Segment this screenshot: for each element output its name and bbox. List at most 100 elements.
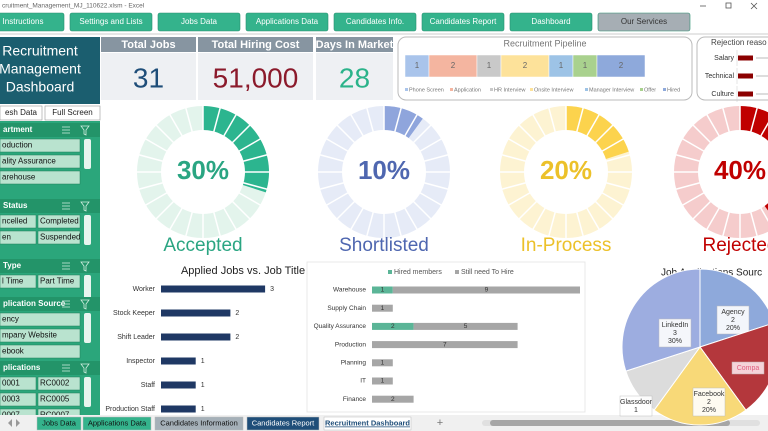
nav-button[interactable] bbox=[333, 12, 417, 32]
slicer-item[interactable] bbox=[0, 376, 37, 391]
slicer-item[interactable] bbox=[0, 214, 37, 229]
slicer-icons[interactable] bbox=[62, 299, 90, 310]
slicer-item-label: oduction bbox=[2, 141, 32, 150]
sheet-tab[interactable] bbox=[36, 416, 82, 431]
donut-fill bbox=[384, 106, 423, 139]
donut-separator bbox=[393, 211, 403, 237]
sidebar-button[interactable] bbox=[44, 105, 101, 121]
close-icon[interactable] bbox=[750, 2, 758, 10]
slicer-header bbox=[0, 123, 100, 137]
donut-separator bbox=[692, 124, 712, 144]
nav-button-label: Candidates Info. bbox=[346, 17, 404, 26]
sheet-tab[interactable] bbox=[154, 416, 244, 431]
slicer-item[interactable] bbox=[37, 214, 81, 229]
restore-icon[interactable] bbox=[725, 2, 732, 9]
donut-separator bbox=[507, 137, 531, 153]
slicer-item[interactable] bbox=[0, 170, 81, 185]
nav-button[interactable] bbox=[157, 12, 241, 32]
slicer-icons[interactable] bbox=[62, 125, 90, 136]
donut-separator bbox=[319, 181, 345, 191]
slicer-item[interactable] bbox=[0, 274, 37, 289]
stacked-bar bbox=[372, 359, 393, 367]
slicer-item-label: en bbox=[2, 233, 11, 242]
slicer-scrollbar[interactable] bbox=[84, 215, 91, 245]
stacked-bar bbox=[372, 377, 393, 385]
slicer-icons[interactable] bbox=[62, 201, 90, 212]
category-label: Worker bbox=[133, 286, 156, 293]
kpi-header bbox=[101, 37, 196, 52]
slicer-scrollbar[interactable] bbox=[84, 377, 91, 407]
slicer-item[interactable] bbox=[0, 328, 81, 343]
nav-button[interactable] bbox=[597, 12, 691, 32]
legend-label: Hired bbox=[667, 87, 680, 93]
donut-separator bbox=[594, 200, 614, 220]
bar-value: 2 bbox=[235, 334, 239, 341]
slicer-item[interactable] bbox=[0, 230, 37, 245]
slicer-item-label: mpany Website bbox=[2, 331, 58, 340]
donut-separator bbox=[336, 124, 356, 144]
pie-label: 20% bbox=[702, 407, 716, 414]
slicer-scrollbar[interactable] bbox=[84, 139, 91, 169]
pipeline-value: 2 bbox=[451, 61, 456, 70]
add-sheet[interactable]: + bbox=[437, 417, 443, 429]
dashboard-title: Recruitment bbox=[2, 43, 78, 59]
sheet-tab[interactable] bbox=[246, 416, 320, 431]
bar-value: 1 bbox=[201, 358, 205, 365]
slicer-item[interactable] bbox=[0, 138, 81, 153]
donut-percent: 30% bbox=[177, 155, 229, 185]
slicer-item[interactable] bbox=[0, 154, 81, 169]
rejection-label: Salary bbox=[714, 55, 734, 62]
slicer-item-label: RC0002 bbox=[40, 379, 70, 388]
nav-button[interactable] bbox=[69, 12, 153, 32]
donut-separator bbox=[365, 211, 375, 237]
slicer-item[interactable] bbox=[37, 392, 81, 407]
donut-separator bbox=[749, 107, 759, 133]
pie-label-box bbox=[716, 305, 750, 335]
h-scroll-thumb[interactable] bbox=[490, 420, 730, 426]
slicer-item[interactable] bbox=[0, 344, 81, 359]
donut-separator bbox=[601, 137, 625, 153]
kpi-body bbox=[316, 53, 393, 100]
slicer-item[interactable] bbox=[37, 230, 81, 245]
slicer-item[interactable] bbox=[37, 274, 81, 289]
stacked-bar bbox=[372, 304, 393, 312]
chart-frame bbox=[306, 261, 586, 413]
nav-button[interactable] bbox=[0, 12, 65, 32]
slicer-item[interactable] bbox=[0, 392, 37, 407]
donut-separator bbox=[222, 207, 238, 231]
legend-swatch bbox=[388, 270, 392, 274]
nav-button-label: Our Services bbox=[621, 17, 667, 26]
nav-button[interactable] bbox=[509, 12, 593, 32]
tab-scroll-arrows[interactable] bbox=[8, 419, 20, 427]
category-label: Supply Chain bbox=[327, 305, 366, 312]
bar-value: 1 bbox=[381, 378, 385, 385]
slicer-item[interactable] bbox=[0, 312, 81, 327]
stacked-bar bbox=[372, 395, 414, 403]
nav-button-label: Settings and Lists bbox=[79, 17, 142, 26]
nav-button[interactable] bbox=[421, 12, 505, 32]
legend-swatch bbox=[450, 88, 453, 91]
nav-button[interactable] bbox=[245, 12, 329, 32]
sheet-tab[interactable] bbox=[323, 416, 412, 431]
pie-label-box bbox=[731, 361, 765, 375]
donut-separator bbox=[349, 113, 365, 137]
rejection-label: Technical bbox=[705, 73, 735, 80]
sheet-tab[interactable] bbox=[82, 416, 152, 431]
slicer-header bbox=[0, 259, 100, 273]
donut-percent: 10% bbox=[358, 155, 410, 185]
slicer-icons[interactable] bbox=[62, 261, 90, 272]
slicer-item[interactable] bbox=[37, 376, 81, 391]
kpi-body bbox=[198, 53, 313, 100]
slicer-scrollbar[interactable] bbox=[84, 313, 91, 343]
dashboard-title-box bbox=[0, 37, 100, 104]
slicer-icons[interactable] bbox=[62, 363, 90, 374]
pie-label: 20% bbox=[726, 325, 740, 332]
kpi-header bbox=[316, 37, 393, 52]
sidebar-button[interactable] bbox=[0, 105, 43, 121]
legend-label: Hired members bbox=[394, 269, 442, 276]
donut-separator bbox=[336, 200, 356, 220]
bar bbox=[161, 309, 231, 317]
status-name: Shortlisted bbox=[339, 235, 429, 256]
donut-separator bbox=[325, 137, 349, 153]
dashboard-title: Management bbox=[0, 61, 81, 77]
